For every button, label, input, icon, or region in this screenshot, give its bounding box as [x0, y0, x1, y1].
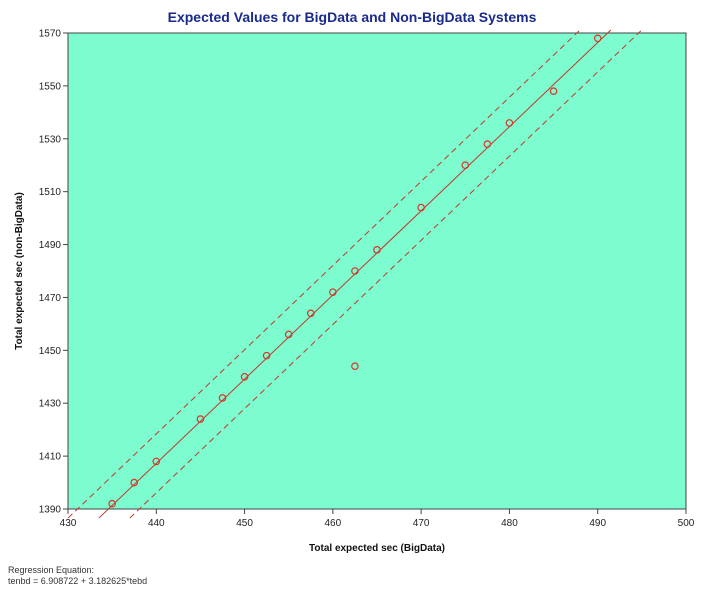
data-point: [108, 499, 116, 508]
plot-area: [67, 32, 687, 510]
data-point: [306, 309, 315, 318]
x-tick-label: 460: [325, 518, 342, 529]
confidence-band-upper: [67, 29, 581, 519]
data-point: [417, 203, 425, 212]
data-point: [549, 87, 558, 95]
data-point: [373, 246, 381, 254]
x-tick-label: 450: [236, 518, 253, 529]
x-tick-label: 480: [501, 518, 518, 529]
y-tick-label: 1530: [39, 134, 62, 145]
x-tick-label: 430: [60, 518, 77, 529]
y-axis: 1390 1410 1430 1450 1470 1490 1510 1530 1550 1570: [39, 29, 68, 516]
data-point: [262, 351, 271, 360]
y-tick-label: 1490: [39, 240, 62, 251]
y-tick-label: 1510: [39, 187, 62, 198]
data-point: [505, 119, 514, 127]
x-tick-label: 490: [589, 518, 606, 529]
chart-title: Expected Values for BigData and Non-BigD…: [168, 9, 537, 25]
y-tick-label: 1410: [39, 452, 62, 463]
y-tick-label: 1470: [39, 293, 62, 304]
data-point: [483, 140, 492, 148]
y-tick-label: 1390: [39, 505, 62, 516]
y-tick-label: 1570: [39, 29, 62, 40]
data-point: [593, 34, 602, 43]
x-tick-label: 470: [413, 518, 430, 529]
data-points: [108, 34, 602, 508]
x-axis-label: Total expected sec (BigData): [309, 543, 445, 554]
data-point: [329, 288, 337, 296]
y-tick-label: 1550: [39, 81, 62, 92]
x-axis: 430 440 450 460 470 480 490 500: [60, 509, 695, 529]
data-point: [351, 267, 359, 275]
x-tick-label: 500: [678, 518, 695, 529]
data-point: [461, 161, 470, 170]
regression-equation-label: Regression Equation:: [8, 565, 95, 575]
y-tick-label: 1450: [39, 346, 62, 357]
confidence-band-lower: [129, 29, 643, 519]
data-point: [152, 457, 161, 466]
data-point: [284, 330, 293, 339]
data-point: [196, 415, 205, 423]
data-point: [130, 478, 139, 487]
data-point: [240, 372, 249, 381]
y-axis-label: Total expected sec (non-BigData): [14, 192, 25, 350]
data-point: [218, 394, 227, 402]
x-tick-label: 440: [148, 518, 165, 529]
regression-equation: tenbd = 6.908722 + 3.182625*tebd: [8, 576, 148, 586]
data-point: [351, 362, 359, 371]
y-tick-label: 1430: [39, 399, 62, 410]
